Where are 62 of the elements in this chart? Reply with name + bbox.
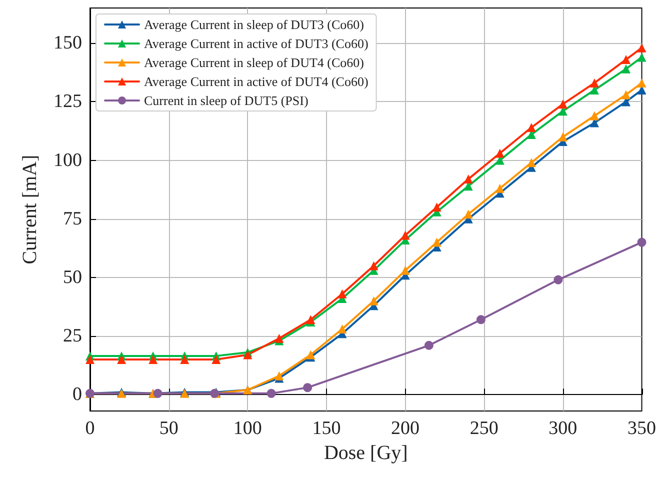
x-tick-label: 250 <box>470 418 498 439</box>
point <box>424 340 434 350</box>
point <box>369 261 378 270</box>
point <box>400 266 410 275</box>
legend-label: Average Current in active of DUT3 (Co60) <box>144 36 368 51</box>
legend-label: Average Current in sleep of DUT3 (Co60) <box>144 17 364 32</box>
point <box>432 238 442 247</box>
point <box>590 111 599 120</box>
point <box>637 43 646 52</box>
x-tick-label: 300 <box>548 418 578 439</box>
point <box>464 174 473 184</box>
legend-label: Current in sleep of DUT5 (PSI) <box>144 93 308 108</box>
point <box>338 289 347 298</box>
point <box>558 132 568 142</box>
y-axis-title: Current [mA] <box>19 154 41 264</box>
point <box>153 388 162 398</box>
point <box>148 354 158 364</box>
point <box>369 296 378 306</box>
point <box>637 238 646 247</box>
point <box>86 354 94 364</box>
point <box>526 158 536 168</box>
x-tick-label: 0 <box>85 418 95 439</box>
legend-label: Average Current in active of DUT4 (Co60) <box>144 74 368 89</box>
x-tick-label: 100 <box>233 418 262 439</box>
point <box>274 334 284 343</box>
point <box>432 202 442 212</box>
x-tick-label: 50 <box>159 418 178 439</box>
point <box>526 122 536 132</box>
point <box>621 55 630 64</box>
point <box>637 78 646 88</box>
point <box>266 388 276 398</box>
x-tick-label: 350 <box>628 418 656 439</box>
x-tick-label: 150 <box>312 418 341 439</box>
y-tick-label: 50 <box>63 266 82 288</box>
y-tick-label: 25 <box>63 326 82 347</box>
point <box>495 148 504 158</box>
y-tick-label: 100 <box>54 150 82 171</box>
point <box>400 230 410 240</box>
point <box>464 210 473 219</box>
point <box>243 350 252 360</box>
point <box>590 78 599 88</box>
point <box>212 354 221 364</box>
legend-label: Average Current in sleep of DUT4 (Co60) <box>144 55 364 70</box>
point <box>117 354 126 364</box>
point <box>637 52 646 62</box>
x-tick-label: 200 <box>391 418 420 439</box>
point <box>338 324 347 334</box>
y-tick-label: 150 <box>54 32 82 54</box>
point <box>621 90 630 100</box>
point <box>476 315 486 324</box>
point <box>180 354 190 364</box>
point <box>558 100 568 109</box>
point <box>306 350 316 360</box>
y-tick-label: 125 <box>54 91 82 112</box>
y-tick-label: 75 <box>63 208 82 230</box>
point <box>274 371 284 380</box>
point <box>621 64 630 74</box>
point <box>303 383 312 392</box>
y-tick-label: 0 <box>72 384 82 406</box>
point <box>495 184 504 193</box>
point <box>554 275 563 284</box>
x-axis-title: Dose [Gy] <box>324 442 408 464</box>
